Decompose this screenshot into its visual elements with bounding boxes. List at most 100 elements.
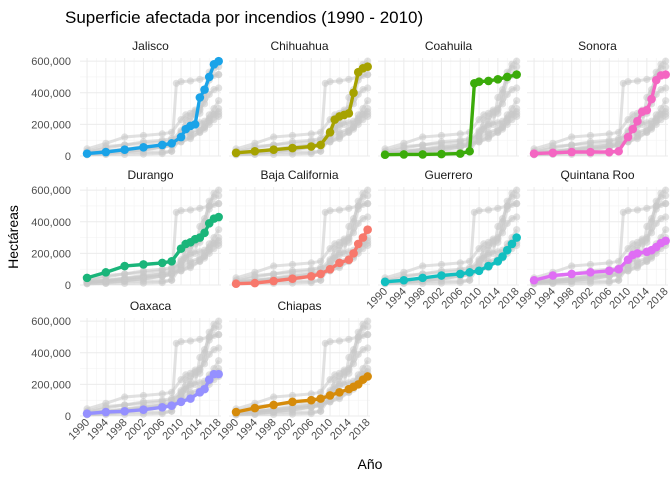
background-point [662, 213, 670, 221]
background-point [288, 131, 297, 140]
background-point [643, 204, 651, 212]
background-point [484, 120, 493, 128]
background-point [345, 204, 353, 212]
data-point-baja-california [269, 276, 278, 286]
background-point [498, 229, 507, 237]
background-point [307, 130, 315, 138]
data-point-jalisco [214, 56, 223, 66]
background-point [326, 398, 334, 406]
data-point-chihuahua [231, 148, 241, 158]
background-point [168, 264, 176, 272]
background-point [364, 323, 372, 331]
background-point [624, 207, 632, 215]
data-point-jalisco [204, 72, 214, 82]
background-point [317, 276, 325, 284]
background-point [354, 336, 362, 344]
background-point [615, 276, 623, 284]
background-point [662, 63, 670, 71]
data-point-quintana-roo [548, 271, 558, 280]
data-point-sonora [647, 94, 656, 104]
background-point [615, 128, 623, 136]
background-point [168, 147, 176, 155]
data-point-coahuila [455, 149, 465, 158]
strip-label-quintana-roo: Quintana Roo [560, 168, 634, 182]
background-point [215, 323, 223, 331]
x-tick-label: 2018 [645, 286, 671, 312]
background-point [513, 112, 521, 121]
background-point [652, 219, 660, 227]
background-point [364, 317, 372, 325]
data-point-oaxaca [200, 384, 209, 394]
data-point-chiapas [269, 400, 278, 410]
background-point [139, 267, 148, 275]
background-point [215, 330, 223, 339]
background-point [215, 317, 223, 325]
background-point [317, 407, 325, 415]
y-tick-label: 0 [65, 151, 71, 163]
y-tick-label: 200,000 [31, 119, 71, 131]
data-point-quintana-roo [567, 269, 576, 279]
data-point-durango [157, 258, 167, 268]
background-point [513, 186, 521, 194]
background-point [466, 257, 474, 265]
background-point [633, 206, 642, 214]
background-point [494, 204, 502, 212]
data-point-quintana-roo [586, 268, 595, 277]
background-point [186, 264, 195, 272]
background-point [335, 77, 344, 85]
background-point [177, 78, 185, 86]
background-point [475, 138, 483, 146]
background-point [196, 364, 204, 373]
background-point [215, 344, 223, 352]
background-point [568, 276, 576, 284]
background-point [662, 112, 670, 121]
background-point [513, 226, 521, 234]
background-point [364, 84, 372, 92]
panel-chihuahua: Chihuahua [229, 39, 372, 159]
background-point [307, 259, 315, 267]
data-point-durango [200, 228, 209, 238]
data-point-oaxaca [186, 394, 195, 403]
data-point-coahuila [465, 146, 474, 156]
background-point [513, 63, 521, 71]
background-point [270, 393, 278, 401]
background-point [168, 388, 176, 396]
background-point [513, 199, 521, 208]
data-point-chiapas [335, 387, 344, 397]
background-point [633, 257, 642, 265]
data-point-chihuahua [306, 142, 316, 151]
background-point [317, 402, 325, 410]
background-point [158, 272, 166, 280]
background-point [205, 249, 213, 257]
background-point [662, 186, 670, 194]
data-point-baja-california [288, 274, 297, 283]
background-point [345, 364, 353, 373]
x-axis-label: Año [358, 456, 383, 472]
panel-quintana-roo: Quintana Roo1990199419982002200620102014… [513, 168, 670, 311]
data-point-guerrero [484, 261, 493, 271]
data-point-baja-california [358, 233, 368, 242]
background-point [364, 213, 372, 221]
data-point-guerrero [380, 277, 390, 287]
background-point [168, 271, 176, 279]
panel-jalisco: Jalisco 0 200,000 400,000 600,000 [31, 39, 223, 163]
background-point [158, 396, 166, 404]
y-tick-label: 400,000 [31, 217, 71, 229]
background-point [215, 186, 223, 194]
data-point-oaxaca [101, 407, 111, 417]
background-point [168, 395, 176, 403]
background-point [158, 390, 166, 398]
background-point [624, 116, 632, 124]
background-point [475, 207, 483, 215]
background-point [177, 376, 185, 384]
data-point-sonora [586, 147, 595, 157]
y-tick-label: 400,000 [31, 88, 71, 100]
background-point [270, 133, 278, 141]
y-tick-label: 600,000 [31, 316, 71, 328]
data-point-sonora [642, 105, 652, 115]
strip-label-chiapas: Chiapas [277, 299, 321, 313]
data-point-oaxaca [139, 405, 148, 414]
background-point [437, 131, 446, 140]
data-point-durango [82, 273, 92, 283]
data-point-oaxaca [157, 403, 167, 412]
